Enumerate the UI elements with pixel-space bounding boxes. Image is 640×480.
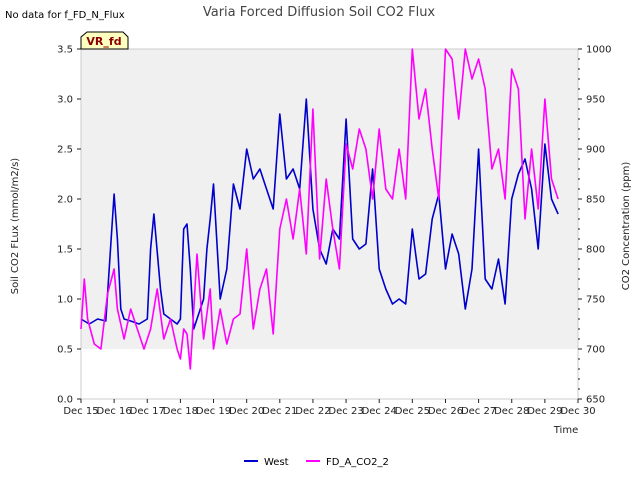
x-tick-label: Dec 15 — [63, 406, 98, 417]
legend-label-west: West — [264, 457, 289, 468]
series-layer — [80, 48, 559, 370]
y-left-tick-label: 0.5 — [57, 345, 73, 356]
y-left-tick-label: 0.0 — [57, 395, 73, 406]
chart-title: Varia Forced Diffusion Soil CO2 Flux — [203, 5, 436, 20]
x-tick-label: Dec 30 — [560, 406, 595, 417]
x-tick-label: Dec 22 — [295, 406, 330, 417]
series-line-fd-a-co2-2 — [80, 48, 559, 370]
x-tick-label: Dec 24 — [362, 406, 397, 417]
y-right-tick-label: 900 — [586, 145, 605, 156]
x-tick-label: Dec 26 — [428, 406, 463, 417]
badge-label: VR_fd — [86, 35, 121, 48]
y-right-tick-label: 950 — [586, 95, 605, 106]
y-left-tick-label: 1.5 — [57, 245, 73, 256]
y-axis-left-title: Soil CO2 FLux (mmol/m2/s) — [10, 158, 21, 295]
y-right-tick-label: 650 — [586, 395, 605, 406]
x-tick-label: Dec 20 — [229, 406, 264, 417]
corner-note: No data for f_FD_N_Flux — [5, 10, 125, 21]
x-tick-label: Dec 27 — [461, 406, 496, 417]
legend: West FD_A_CO2_2 — [244, 457, 389, 468]
grid-band — [81, 249, 578, 349]
x-tick-label: Dec 16 — [97, 406, 132, 417]
y-left-tick-label: 1.0 — [57, 295, 73, 306]
y-left-tick-label: 2.0 — [57, 195, 73, 206]
x-tick-label: Dec 21 — [262, 406, 297, 417]
plot-frame — [80, 48, 579, 400]
grid-band — [81, 49, 578, 149]
y-axis-right: 650 700 750 800 850 900 950 1000 — [578, 45, 611, 406]
y-axis-right-title: CO2 Concentration (ppm) — [621, 162, 632, 291]
badge-shape — [80, 31, 129, 50]
x-tick-label: Dec 25 — [395, 406, 430, 417]
x-tick-label: Dec 18 — [163, 406, 198, 417]
x-tick-label: Dec 17 — [130, 406, 165, 417]
y-right-tick-label: 800 — [586, 245, 605, 256]
x-axis-title: Time — [553, 425, 578, 436]
y-axis-left: 0.0 0.5 1.0 1.5 2.0 2.5 3.0 3.5 — [57, 45, 81, 406]
x-tick-label: Dec 19 — [196, 406, 231, 417]
x-tick-label: Dec 28 — [494, 406, 529, 417]
y-right-tick-label: 750 — [586, 295, 605, 306]
y-right-tick-label: 700 — [586, 345, 605, 356]
x-tick-label: Dec 29 — [527, 406, 562, 417]
y-left-tick-label: 3.0 — [57, 95, 73, 106]
badge: VR_fd — [80, 31, 129, 50]
y-right-tick-label: 1000 — [586, 45, 611, 56]
y-left-tick-label: 2.5 — [57, 145, 73, 156]
legend-label-fd-a-co2-2: FD_A_CO2_2 — [326, 457, 389, 468]
x-tick-label: Dec 23 — [328, 406, 363, 417]
y-left-tick-label: 3.5 — [57, 45, 73, 56]
y-right-tick-label: 850 — [586, 195, 605, 206]
